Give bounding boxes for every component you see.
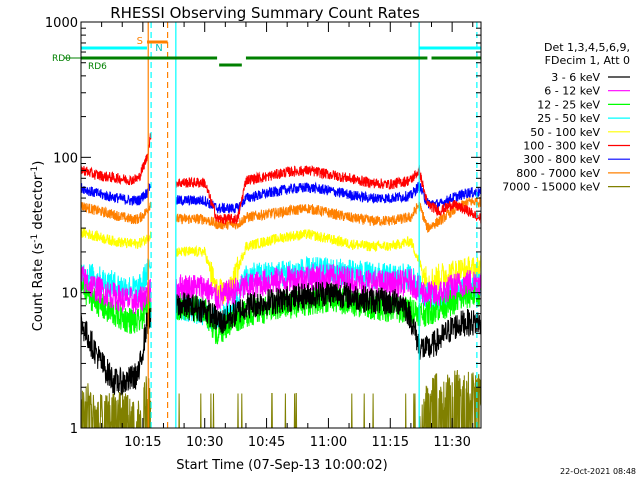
series-line: [80, 263, 482, 315]
flag-label-s: S: [137, 36, 143, 47]
plot-frame: [80, 21, 482, 429]
flag-label-n: N: [155, 43, 162, 54]
y-axis-label-part: ): [31, 161, 46, 166]
y-axis-label-part: detector: [31, 174, 46, 234]
y-tick-label: 100: [53, 151, 78, 166]
x-tick-label: 10:15: [124, 435, 161, 450]
legend-entry-label: 7000 - 15000 keV: [502, 181, 600, 194]
plot-area: [64, 22, 482, 429]
series-line: [80, 369, 482, 429]
legend-entry-label: 50 - 100 keV: [530, 126, 600, 139]
legend-entry-label: 12 - 25 keV: [537, 98, 600, 111]
y-axis-label-exponent: -1: [30, 234, 40, 243]
x-tick-label: 11:00: [310, 435, 347, 450]
x-tick-label: 11:30: [433, 435, 470, 450]
legend-entry-label: 800 - 7000 keV: [516, 167, 600, 180]
series-line: [80, 181, 482, 214]
x-tick-label: 10:45: [248, 435, 285, 450]
y-tick-label: 1000: [45, 16, 78, 31]
series-line: [80, 133, 482, 225]
legend-entry-label: 100 - 300 keV: [523, 140, 600, 153]
y-tick-label: 10: [61, 287, 78, 302]
legend-entry-label: 6 - 12 keV: [544, 85, 600, 98]
x-tick-label: 10:30: [186, 435, 223, 450]
legend-entry-label: 300 - 800 keV: [523, 153, 600, 166]
y-tick-label: 1: [70, 422, 78, 437]
y-axis-label-part: Count Rate (s: [31, 243, 46, 332]
flag-label-rd6: RD6: [88, 62, 107, 72]
series-line: [80, 281, 482, 396]
legend-header: FDecim 1, Att 0: [545, 54, 630, 67]
flag-label-rd0: RD0: [52, 54, 71, 64]
legend-header: Det 1,3,4,5,6,9,: [544, 41, 630, 54]
legend-entry-label: 25 - 50 keV: [537, 112, 600, 125]
axes: RD0 RD6 S N 1 10 100 1000 10:15 10:30 10:45 11:00 11…: [45, 16, 482, 450]
x-tick-label: 11:15: [372, 435, 409, 450]
chart-title: RHESSI Observing Summary Count Rates: [110, 4, 420, 22]
y-axis-label: Count Rate (s-1 detector-1): [30, 161, 46, 332]
x-axis-label: Start Time (07-Sep-13 10:00:02): [176, 458, 387, 473]
legend: Det 1,3,4,5,6,9,FDecim 1, Att 0 3 - 6 keV…: [502, 41, 630, 194]
y-axis-label-exponent: -1: [30, 166, 40, 175]
timestamp: 22-Oct-2021 08:48: [560, 467, 636, 476]
legend-entry-label: 3 - 6 keV: [551, 71, 600, 84]
